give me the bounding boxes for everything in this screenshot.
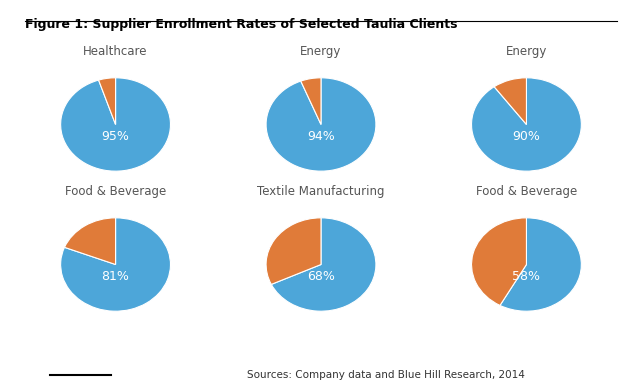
Text: 68%: 68% (307, 270, 335, 283)
Wedge shape (272, 218, 376, 311)
Text: Food & Beverage: Food & Beverage (476, 186, 577, 198)
Wedge shape (266, 78, 376, 171)
Wedge shape (301, 78, 321, 124)
Text: 94%: 94% (307, 130, 335, 143)
Wedge shape (60, 218, 171, 311)
Text: Healthcare: Healthcare (83, 46, 148, 58)
Wedge shape (99, 78, 116, 124)
Text: Energy: Energy (506, 46, 547, 58)
Text: 95%: 95% (101, 130, 130, 143)
Text: Energy: Energy (300, 46, 342, 58)
Text: 58%: 58% (512, 270, 541, 283)
Wedge shape (471, 78, 582, 171)
Wedge shape (266, 218, 321, 284)
Wedge shape (494, 78, 526, 124)
Text: Sources: Company data and Blue Hill Research, 2014: Sources: Company data and Blue Hill Rese… (247, 370, 525, 380)
Wedge shape (471, 218, 526, 305)
Text: 90%: 90% (512, 130, 541, 143)
Text: 81%: 81% (101, 270, 130, 283)
Wedge shape (500, 218, 582, 311)
Text: Food & Beverage: Food & Beverage (65, 186, 166, 198)
Text: Textile Manufacturing: Textile Manufacturing (257, 186, 385, 198)
Text: Figure 1: Supplier Enrollment Rates of Selected Taulia Clients: Figure 1: Supplier Enrollment Rates of S… (25, 18, 458, 30)
Wedge shape (64, 218, 116, 265)
Wedge shape (60, 78, 171, 171)
